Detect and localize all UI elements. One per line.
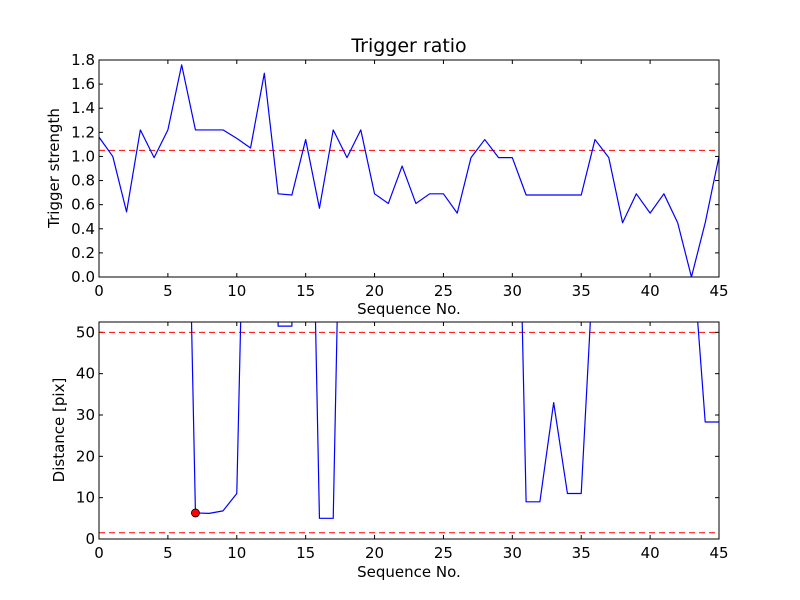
bottom-x-axis-label: Sequence No. [357, 563, 461, 581]
bottom-x-tick-label: 25 [434, 544, 453, 562]
bottom-y-tick-label: 50 [76, 323, 95, 341]
top-series-line [99, 64, 719, 277]
bottom-x-tick-label: 10 [227, 544, 246, 562]
bottom-y-tick-label: 10 [76, 489, 95, 507]
top-y-tick-label: 0.2 [71, 244, 95, 262]
bottom-y-tick-label: 20 [76, 447, 95, 465]
bottom-markers [191, 508, 200, 518]
bottom-x-tick-label: 30 [503, 544, 522, 562]
chart-title: Trigger ratio [350, 35, 466, 57]
bottom-y-tick-label: 40 [76, 365, 95, 383]
top-chart: Trigger ratio 0 5 10 15 20 25 30 35 40 45 0.0 0.2 0.… [45, 35, 729, 318]
bottom-x-tick-label: 20 [365, 544, 384, 562]
bottom-x-tick-label: 5 [163, 544, 173, 562]
top-y-tick-label: 0.8 [71, 172, 95, 190]
top-y-tick-label: 0.0 [71, 268, 95, 286]
bottom-data-marker [191, 508, 200, 518]
bottom-series-line [190, 322, 719, 519]
bottom-x-tick-label: 0 [94, 544, 104, 562]
top-x-tick-label: 10 [227, 282, 246, 300]
bottom-series [190, 322, 719, 519]
bottom-x-tick-label: 35 [572, 544, 591, 562]
top-x-tick-label: 20 [365, 282, 384, 300]
top-y-tick-label: 1.0 [71, 147, 95, 165]
top-x-tick-label: 0 [94, 282, 104, 300]
top-x-tick-label: 40 [641, 282, 660, 300]
top-series [99, 64, 719, 277]
top-y-tick-label: 1.2 [71, 123, 95, 141]
top-y-tick-label: 0.4 [71, 220, 95, 238]
bottom-threshold-lines [99, 331, 719, 534]
top-x-tick-label: 45 [709, 282, 728, 300]
bottom-x-tick-label: 45 [709, 544, 728, 562]
top-x-tick-label: 25 [434, 282, 453, 300]
top-y-tick-label: 1.4 [71, 99, 95, 117]
top-x-tick-label: 35 [572, 282, 591, 300]
bottom-y-tick-label: 0 [85, 530, 95, 548]
top-y-tick-label: 0.6 [71, 196, 95, 214]
top-plot-frame [98, 59, 720, 278]
bottom-plot-frame [98, 321, 720, 540]
top-x-axis-label: Sequence No. [357, 300, 461, 318]
top-x-tick-label: 30 [503, 282, 522, 300]
bottom-x-tick-label: 15 [296, 544, 315, 562]
bottom-chart: 0 5 10 15 20 25 30 35 40 45 0 10 20 30 40 50 Sequence N… [50, 321, 729, 581]
top-y-tick-label: 1.6 [71, 75, 95, 93]
bottom-y-tick-label: 30 [76, 406, 95, 424]
bottom-x-tick-label: 40 [641, 544, 660, 562]
top-x-tick-label: 15 [296, 282, 315, 300]
top-y-tick-label: 1.8 [71, 51, 95, 69]
top-y-axis-label: Trigger strength [45, 108, 63, 229]
bottom-y-axis-label: Distance [pix] [50, 378, 68, 483]
bottom-ticks: 0 5 10 15 20 25 30 35 40 45 0 10 20 30 40 50 [76, 322, 729, 562]
top-x-tick-label: 5 [163, 282, 173, 300]
top-ticks: 0 5 10 15 20 25 30 35 40 45 0.0 0.2 0.4 0.6 0.8 1.0 1.2 1… [71, 51, 728, 300]
